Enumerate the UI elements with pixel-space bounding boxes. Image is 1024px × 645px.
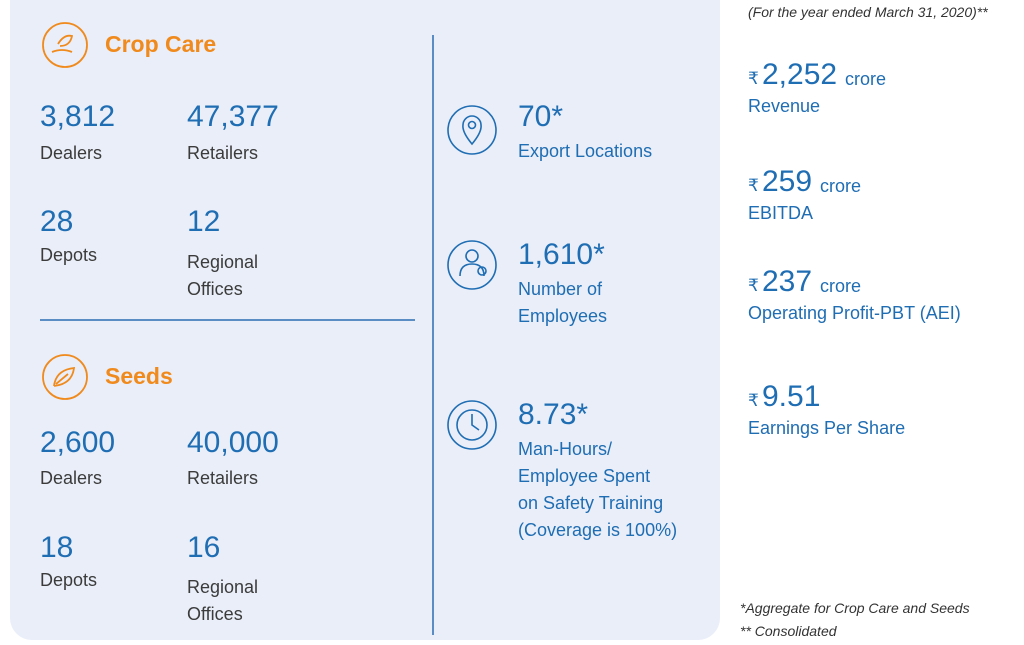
stat-label: Regional: [187, 577, 259, 597]
fin-value: 237: [762, 265, 813, 298]
fin-label: Earnings Per Share: [748, 418, 906, 438]
stat-label: Dealers: [40, 143, 103, 163]
stat-label: Retailers: [187, 468, 259, 488]
highlight-label: Export Locations: [518, 141, 653, 161]
fin-label: Revenue: [748, 96, 821, 116]
highlight-label: Employees: [518, 306, 608, 326]
highlight-label: on Safety Training: [518, 493, 664, 513]
currency: ₹: [748, 276, 759, 295]
stat-label: Depots: [40, 245, 98, 265]
stat-label: Offices: [187, 279, 243, 299]
footnote: ** Consolidated: [740, 623, 837, 639]
stat-label: Regional: [187, 252, 259, 272]
fin-unit: crore: [820, 176, 862, 196]
stat-label: Dealers: [40, 468, 103, 488]
highlight-label: Man-Hours/: [518, 439, 613, 459]
stat-value: 16: [187, 531, 221, 564]
fin-label: EBITDA: [748, 203, 814, 223]
stat-value: 12: [187, 205, 221, 238]
section-title: Crop Care: [105, 31, 217, 57]
fin-unit: crore: [820, 276, 862, 296]
currency: ₹: [748, 391, 759, 410]
highlight-label: Number of: [518, 279, 603, 299]
highlight-value: 8.73*: [518, 398, 589, 431]
period-note: (For the year ended March 31, 2020)**: [748, 4, 988, 20]
highlight-label: Employee Spent: [518, 466, 651, 486]
stat-value: 3,812: [40, 100, 116, 133]
seeds-icon: [42, 354, 88, 400]
fin-unit: crore: [845, 69, 887, 89]
currency: ₹: [748, 69, 759, 88]
highlight-value: 1,610*: [518, 238, 605, 271]
highlight-value: 70*: [518, 100, 564, 133]
currency: ₹: [748, 176, 759, 195]
fin-value: 9.51: [762, 380, 821, 413]
stat-label: Depots: [40, 570, 98, 590]
stat-value: 47,377: [187, 100, 279, 133]
stat-value: 18: [40, 531, 74, 564]
fin-label: Operating Profit-PBT (AEI): [748, 303, 961, 323]
crop-icon: [42, 22, 88, 68]
stat-label: Retailers: [187, 143, 259, 163]
stat-value: 40,000: [187, 426, 279, 459]
section-title: Seeds: [105, 363, 173, 389]
stat-label: Offices: [187, 604, 243, 624]
highlight-label: (Coverage is 100%): [518, 520, 678, 540]
fin-value: 2,252: [762, 58, 838, 91]
footnote: *Aggregate for Crop Care and Seeds: [740, 600, 970, 616]
stat-value: 28: [40, 205, 74, 238]
fin-value: 259: [762, 165, 813, 198]
stat-value: 2,600: [40, 426, 116, 459]
highlight-icons: [447, 105, 497, 450]
